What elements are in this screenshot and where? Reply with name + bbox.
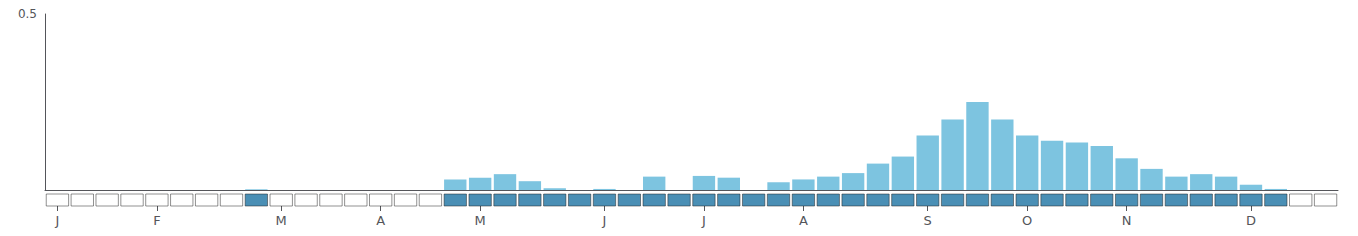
svg-text:O: O (1022, 213, 1032, 228)
svg-text:D: D (1246, 213, 1256, 228)
svg-text:N: N (1122, 213, 1132, 228)
svg-text:0.5: 0.5 (18, 7, 37, 21)
svg-text:M: M (276, 213, 287, 228)
svg-text:A: A (799, 213, 808, 228)
svg-text:J: J (55, 213, 60, 228)
svg-text:A: A (376, 213, 385, 228)
svg-text:J: J (701, 213, 706, 228)
svg-text:M: M (475, 213, 486, 228)
svg-text:F: F (153, 213, 160, 228)
svg-text:S: S (924, 213, 932, 228)
svg-text:J: J (602, 213, 607, 228)
